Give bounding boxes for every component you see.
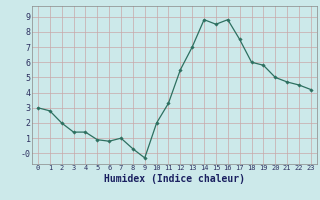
X-axis label: Humidex (Indice chaleur): Humidex (Indice chaleur) [104, 174, 245, 184]
